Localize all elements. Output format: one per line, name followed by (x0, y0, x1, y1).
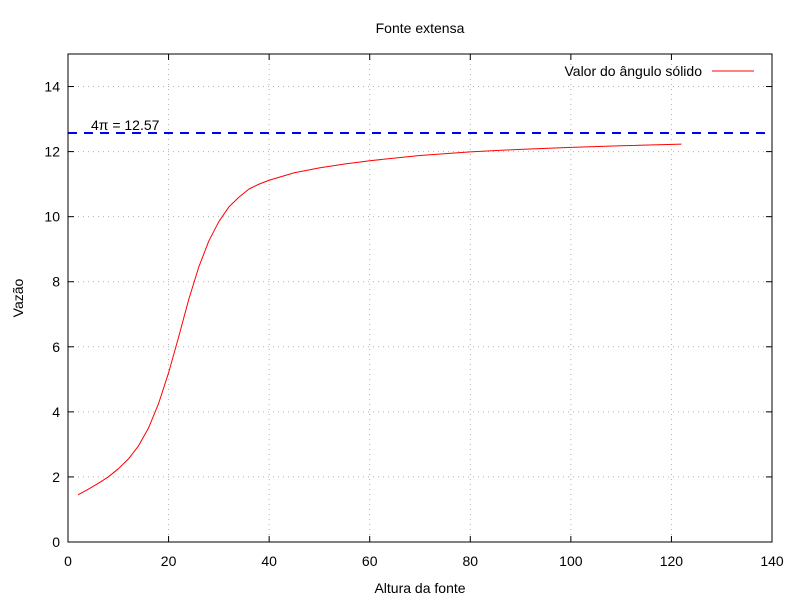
chart-title: Fonte extensa (376, 20, 465, 36)
x-tick-label: 80 (462, 553, 478, 569)
plot-frame (67, 53, 773, 543)
y-tick-label: 8 (52, 274, 60, 290)
x-tick-label: 20 (161, 553, 177, 569)
y-tick-label: 0 (52, 534, 60, 550)
x-tick-label: 140 (760, 553, 784, 569)
axis-ticks: 0 20 40 60 80 100 120 140 0 2 4 6 8 10 12 14 (44, 54, 784, 569)
y-tick-label: 12 (44, 144, 60, 160)
legend: Valor do ângulo sólido (564, 63, 754, 79)
x-axis-label: Altura da fonte (374, 580, 465, 596)
y-tick-label: 4 (52, 404, 60, 420)
y-axis-label: Vazão (10, 278, 26, 317)
y-tick-label: 6 (52, 339, 60, 355)
x-tick-label: 40 (261, 553, 277, 569)
y-tick-label: 14 (44, 79, 60, 95)
series-line (77, 143, 682, 496)
x-tick-label: 60 (362, 553, 378, 569)
y-tick-label: 10 (44, 209, 60, 225)
plot-area (68, 132, 772, 496)
grid (68, 54, 772, 542)
y-tick-label: 2 (52, 469, 60, 485)
legend-label: Valor do ângulo sólido (564, 63, 702, 79)
x-tick-label: 0 (64, 553, 72, 569)
x-tick-label: 100 (559, 553, 583, 569)
x-tick-label: 120 (660, 553, 684, 569)
reference-line-label: 4π = 12.57 (91, 117, 160, 133)
